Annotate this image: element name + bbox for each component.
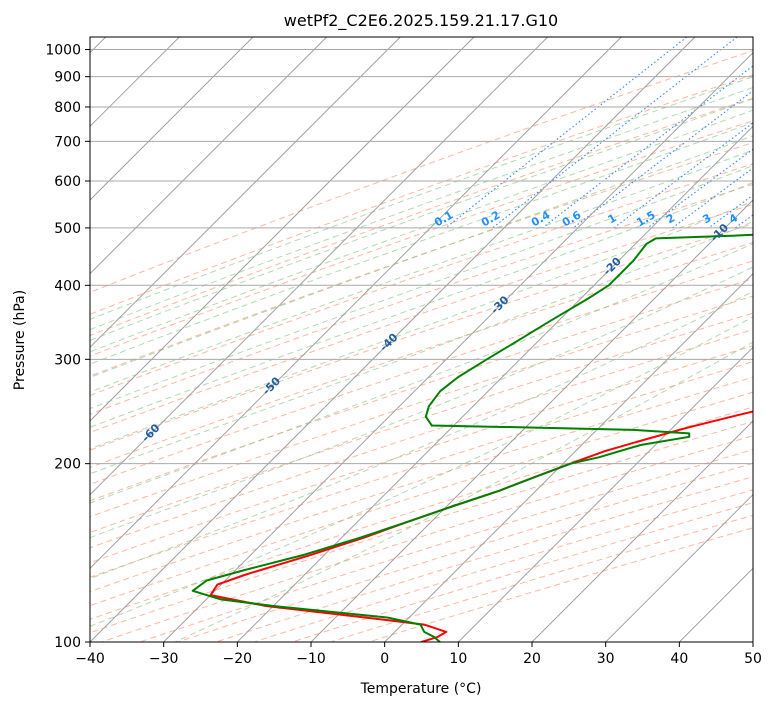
x-tick-label: −40 [75,651,105,667]
isotherm-line [90,37,622,570]
moist-adiabat-line [90,76,753,320]
isotherm-line [605,493,753,642]
y-axis-label: Pressure (hPa) [12,290,28,390]
chart-title: wetPf2_C2E6.2025.159.21.17.G10 [284,11,558,31]
dry-adiabat-line [90,163,753,396]
y-axis: 100 200 300 400 500 600 700 800 900 1000 [45,43,90,651]
moist-adiabat-line [90,291,753,580]
y-tick-label: 800 [54,100,81,116]
isotherm-line [236,125,753,642]
dry-adiabat-line [90,183,753,415]
isotherm-line [457,346,753,642]
mixing-ratio-line [542,65,753,229]
dry-adiabat-line [101,435,753,642]
plot-background [90,37,753,642]
moist-adiabat-line [90,242,753,504]
x-tick-label: 10 [449,651,467,667]
x-tick-label: 30 [597,651,615,667]
moist-adiabat-line [90,109,753,353]
plot-frame [89,36,754,643]
moist-adiabat-line [90,86,753,331]
isotherm-line [163,51,753,642]
dry-adiabat-line [292,502,753,642]
x-tick-label: 20 [523,651,541,667]
isotherm-line [90,37,254,201]
mixing-ratio-line [572,90,753,229]
dry-adiabat-line [90,97,753,337]
y-tick-label: 100 [54,635,81,651]
background-lines [90,37,753,642]
dewpoint-profile-line [191,233,753,642]
x-tick-label: −30 [149,651,179,667]
x-tick-label: 40 [670,651,688,667]
dry-adiabat-line [90,361,753,578]
moist-adiabat-line [90,266,753,539]
moist-adiabat-line [90,98,753,341]
y-tick-label: 700 [54,134,81,150]
y-tick-label: 400 [54,278,81,294]
dry-adiabat-line [90,50,753,293]
isotherm-line [90,37,328,275]
y-tick-label: 200 [54,457,81,473]
isotherm-line [90,37,549,496]
temperature-profile-line [209,410,753,642]
x-tick-label: 50 [744,651,762,667]
isotherm-line [310,199,753,642]
dry-adiabat-line [90,142,753,377]
mixing-ratio-line [672,167,753,229]
dry-adiabat-line [90,345,753,564]
isotherm-line [90,37,401,349]
isotherm-line [384,272,753,642]
dry-adiabat-line [139,449,753,642]
isotherm-line [90,37,696,642]
moist-adiabat-line [90,181,753,428]
x-axis-label: Temperature (°C) [360,681,482,697]
dry-adiabat-line [177,462,753,642]
y-tick-label: 500 [54,221,81,237]
dry-adiabat-line [254,489,753,642]
moist-adiabat-line [90,200,753,450]
isotherm-line [90,37,475,422]
y-tick-label: 300 [54,352,81,368]
y-tick-label: 600 [54,174,81,190]
dry-adiabat-line [90,120,753,357]
x-tick-label: −10 [296,651,326,667]
x-tick-label: 0 [380,651,389,667]
y-tick-label: 900 [54,70,81,86]
y-tick-label: 1000 [45,43,81,59]
x-tick-label: −20 [223,651,253,667]
moist-adiabat-line [90,165,753,410]
x-axis: −40 −30 −20 −10 0 10 20 30 40 50 [75,642,762,667]
isotherm-line [531,420,753,642]
profile-lines [191,233,753,642]
dry-adiabat-line [90,329,753,549]
dry-adiabat-line [215,476,753,642]
